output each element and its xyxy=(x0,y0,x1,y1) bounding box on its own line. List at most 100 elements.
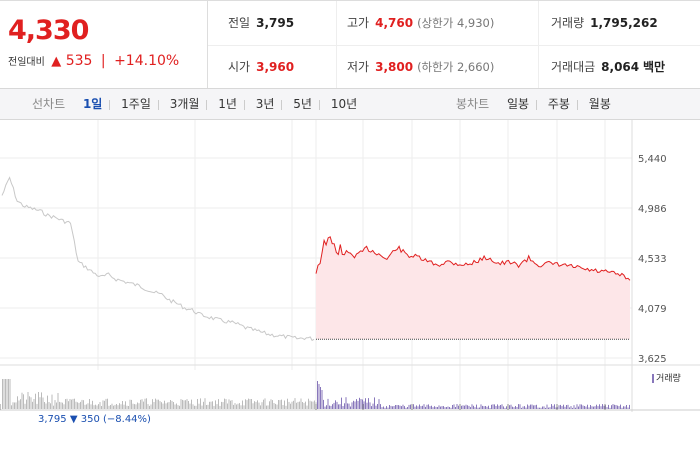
volume-bar xyxy=(242,400,243,409)
volume-bar xyxy=(267,405,269,409)
volume-bar xyxy=(27,392,29,409)
y-tick-label: 4,986 xyxy=(638,204,667,215)
tab-5y[interactable]: 5년 xyxy=(293,97,312,111)
volume-bar xyxy=(408,404,410,409)
volume-bar xyxy=(42,397,44,409)
volume-bar xyxy=(488,405,489,409)
volume-bar xyxy=(270,399,272,409)
volume-bar xyxy=(38,392,39,409)
volume-bar xyxy=(587,404,588,409)
volume-bar xyxy=(216,404,218,409)
volume-bar xyxy=(54,400,56,409)
today-line xyxy=(315,236,631,281)
volume-bar xyxy=(608,404,609,409)
volume-bar xyxy=(545,407,546,409)
volume-bar xyxy=(231,400,233,409)
volume-bar xyxy=(282,405,284,409)
volume-bar xyxy=(149,405,150,409)
volume-bar xyxy=(117,405,119,409)
volume-bar xyxy=(555,407,557,409)
tab-1d[interactable]: 1일 xyxy=(82,97,103,111)
volume-bar xyxy=(410,404,411,409)
volume-bar xyxy=(146,398,147,409)
volume-bar xyxy=(464,405,465,409)
volume-bar xyxy=(461,405,462,409)
volume-bar xyxy=(44,402,45,409)
volume-bar xyxy=(312,401,314,409)
volume-bar xyxy=(246,400,248,409)
volume-bar xyxy=(249,399,251,409)
y-tick-label: 4,533 xyxy=(638,254,667,265)
volume-bar xyxy=(311,401,312,409)
change-label: 전일대비 xyxy=(8,57,45,68)
volume-bar xyxy=(248,398,249,409)
volume-bar xyxy=(201,405,203,409)
volume-bar xyxy=(380,404,381,409)
volume-bar xyxy=(12,402,14,409)
volume-bar xyxy=(546,404,548,409)
volume-bar xyxy=(194,405,195,409)
quote-summary: 4,330 전일대비 ▲ 535 | +14.10% 전일 3,795 고가 4,7… xyxy=(0,0,700,89)
volume-bar xyxy=(363,401,365,409)
volume-bar xyxy=(353,400,354,409)
volume-bar xyxy=(56,402,57,409)
tab-daily[interactable]: 일봉 xyxy=(506,97,530,111)
candle-chart-tabs: 봉차트 일봉 주봉 월봉 xyxy=(456,89,611,119)
volume-bar xyxy=(3,379,5,409)
tab-10y[interactable]: 10년 xyxy=(330,97,358,111)
volume-bar xyxy=(542,406,543,409)
volume-bar xyxy=(537,407,539,409)
volume-bar xyxy=(107,398,108,409)
volume-bar xyxy=(269,401,270,409)
volume-bar xyxy=(560,404,561,409)
volume-bar xyxy=(228,399,230,409)
volume-bar xyxy=(600,406,602,409)
tab-monthly[interactable]: 월봉 xyxy=(588,97,611,111)
volume-bar xyxy=(128,406,129,409)
volume-bar xyxy=(440,406,441,409)
volume-bar xyxy=(222,402,224,409)
volume-bar xyxy=(306,405,308,409)
volume-bar xyxy=(8,379,9,409)
volume-bar xyxy=(105,398,107,409)
volume-bar xyxy=(300,398,302,409)
volume-bar xyxy=(444,407,446,409)
tab-1w[interactable]: 1주일 xyxy=(121,97,151,111)
volume-bar xyxy=(263,399,264,409)
volume-bar xyxy=(14,402,15,409)
volume-bar xyxy=(116,404,117,409)
volume-bar xyxy=(141,399,143,409)
volume-bar xyxy=(366,402,368,409)
y-tick-label: 3,625 xyxy=(638,354,667,365)
volume-bar xyxy=(212,401,213,409)
volume-bar xyxy=(180,399,182,409)
volume-bar xyxy=(90,404,92,409)
volume-bar xyxy=(284,400,285,409)
volume-bar xyxy=(320,387,321,409)
volume-bar xyxy=(9,379,11,409)
volume-bar xyxy=(405,407,407,409)
tab-3m[interactable]: 3개월 xyxy=(169,97,200,111)
tab-3y[interactable]: 3년 xyxy=(255,97,275,111)
volume-bar xyxy=(494,404,495,409)
volume-bar xyxy=(396,405,398,409)
volume-bar xyxy=(351,402,353,409)
volume-bar xyxy=(209,401,210,409)
volume-bar xyxy=(590,405,591,409)
volume-bar xyxy=(569,407,570,409)
volume-bar xyxy=(377,404,378,409)
tab-weekly[interactable]: 주봉 xyxy=(547,97,570,111)
volume-bar xyxy=(299,401,300,409)
volume-bar xyxy=(392,406,393,409)
volume-bar xyxy=(381,407,383,409)
volume-bar xyxy=(260,405,261,409)
volume-bar xyxy=(125,401,126,409)
volume-bar xyxy=(96,405,98,409)
volume-bar xyxy=(161,402,162,409)
volume-bar xyxy=(63,404,65,409)
chart-period-tabs: 선차트 1일 1주일 3개월 1년 3년 5년 10년 봉차트 일봉 주봉 월봉 xyxy=(0,88,700,120)
volume-bar xyxy=(426,404,428,409)
tab-1y[interactable]: 1년 xyxy=(218,97,237,111)
volume-bar xyxy=(305,401,306,409)
volume-bar xyxy=(57,393,59,409)
